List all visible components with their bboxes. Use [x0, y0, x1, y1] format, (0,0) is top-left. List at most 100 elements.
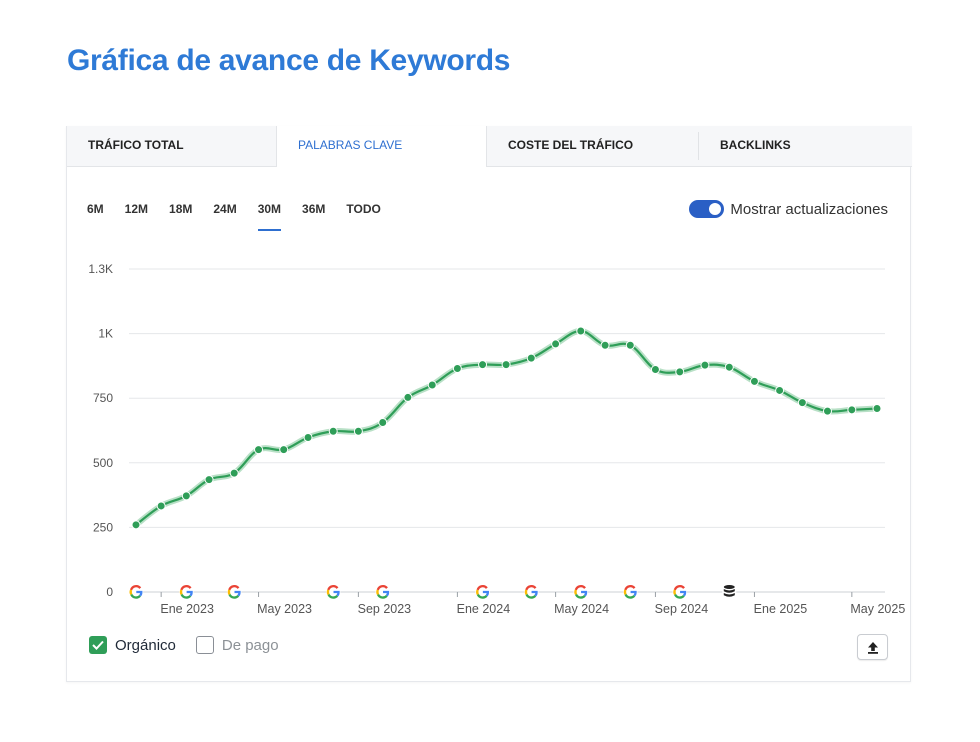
data-point[interactable]: [181, 491, 191, 501]
data-point[interactable]: [749, 376, 759, 386]
checkbox-organico[interactable]: [89, 636, 107, 654]
icon-stroke: [525, 593, 537, 599]
data-point[interactable]: [576, 326, 586, 336]
data-point[interactable]: [403, 392, 413, 402]
range-36m[interactable]: 36M: [302, 202, 326, 216]
data-point[interactable]: [156, 501, 166, 511]
icon-stroke: [180, 585, 192, 591]
data-point[interactable]: [551, 339, 561, 349]
data-point[interactable]: [700, 360, 710, 370]
data-point[interactable]: [501, 360, 511, 370]
legend-label-organico: Orgánico: [115, 636, 176, 654]
google-g-icon[interactable]: [672, 584, 687, 600]
icon-stroke: [673, 585, 685, 591]
range-12m[interactable]: 12M: [124, 202, 149, 216]
google-g-icon[interactable]: [623, 584, 638, 600]
google-g-icon[interactable]: [573, 584, 588, 600]
y-tick-label: 1.3K: [88, 262, 113, 276]
tab-separator: [698, 132, 699, 160]
range-18m[interactable]: 18M: [169, 202, 193, 216]
icon-stroke: [327, 593, 339, 599]
icon-stroke: [525, 585, 537, 591]
data-point[interactable]: [229, 468, 239, 478]
icon-stroke: [476, 585, 488, 591]
tab-label: TRÁFICO TOTAL: [88, 138, 184, 152]
tab-backlinks[interactable]: BACKLINKS: [699, 126, 912, 167]
x-tick-label: Ene 2025: [754, 602, 808, 616]
legend-de-pago[interactable]: De pago: [195, 636, 279, 654]
icon-stroke: [383, 590, 390, 597]
page-title: Gráfica de avance de Keywords: [67, 44, 511, 77]
range-todo[interactable]: TODO: [346, 202, 381, 216]
range-6m[interactable]: 6M: [87, 202, 104, 216]
icon-stroke: [129, 585, 142, 591]
data-point[interactable]: [724, 362, 734, 372]
data-point[interactable]: [353, 426, 363, 436]
icon-stroke: [623, 589, 627, 596]
data-point[interactable]: [378, 417, 388, 427]
icon-stroke: [476, 589, 479, 596]
icon-stroke: [575, 593, 586, 599]
icon-stroke: [581, 590, 588, 597]
x-tick-label: May 2025: [850, 602, 905, 616]
checkbox-de-pago[interactable]: [195, 636, 214, 654]
range-24m[interactable]: 24M: [213, 202, 237, 216]
tab-palabras-clave[interactable]: PALABRAS CLAVE: [276, 126, 487, 167]
data-point[interactable]: [797, 398, 807, 408]
y-tick-label: 500: [93, 456, 113, 470]
chart-card: TRÁFICO TOTAL PALABRAS CLAVE COSTE DEL T…: [66, 126, 912, 682]
icon-shape: [723, 585, 735, 589]
data-point[interactable]: [328, 426, 338, 436]
legend: Orgánico De pago: [89, 636, 299, 654]
icon-stroke: [524, 589, 528, 596]
google-g-icon[interactable]: [227, 584, 242, 600]
icon-stroke: [227, 589, 231, 596]
y-tick-label: 1K: [98, 327, 113, 341]
data-point[interactable]: [452, 363, 462, 373]
icon-stroke: [482, 590, 490, 597]
y-tick-label: 250: [93, 520, 113, 534]
x-tick-label: May 2024: [554, 602, 609, 616]
data-point[interactable]: [204, 475, 214, 485]
google-g-icon[interactable]: [475, 584, 490, 600]
data-point[interactable]: [822, 406, 832, 416]
x-tick-label: Sep 2024: [655, 602, 709, 616]
data-point[interactable]: [254, 445, 264, 455]
google-g-icon[interactable]: [375, 584, 390, 600]
x-tick-label: Ene 2023: [160, 602, 214, 616]
data-point[interactable]: [675, 367, 685, 377]
icon-stroke: [228, 585, 240, 591]
icon-stroke: [574, 589, 578, 596]
google-g-icon[interactable]: [524, 584, 539, 600]
toggle-switch[interactable]: [689, 200, 725, 218]
icon-stroke: [574, 585, 586, 591]
data-point[interactable]: [847, 405, 857, 415]
google-g-icon[interactable]: [128, 584, 144, 600]
data-point[interactable]: [600, 340, 610, 350]
tab-coste-del-trafico[interactable]: COSTE DEL TRÁFICO: [487, 126, 699, 167]
google-g-icon[interactable]: [326, 584, 341, 600]
data-point[interactable]: [625, 340, 635, 350]
data-point[interactable]: [650, 365, 660, 375]
series-line-organico: [135, 329, 878, 526]
updates-toggle[interactable]: Mostrar actualizaciones: [689, 200, 888, 218]
icon-stroke: [376, 593, 388, 599]
toggle-knob: [709, 203, 722, 215]
range-selector: 6M 12M 18M 24M 30M 36M TODO: [87, 202, 381, 231]
tab-trafico-total[interactable]: TRÁFICO TOTAL: [67, 126, 276, 167]
database-icon[interactable]: [722, 584, 737, 598]
data-point[interactable]: [427, 380, 437, 390]
data-point[interactable]: [131, 520, 141, 530]
range-30m[interactable]: 30M: [257, 202, 282, 231]
data-point[interactable]: [279, 445, 289, 455]
legend-organico[interactable]: Orgánico: [89, 636, 176, 654]
icon-stroke: [186, 590, 193, 597]
data-point[interactable]: [303, 432, 313, 442]
data-point[interactable]: [775, 385, 785, 395]
export-button[interactable]: [857, 634, 888, 660]
google-g-icon[interactable]: [179, 584, 194, 600]
data-point[interactable]: [872, 404, 882, 414]
data-point[interactable]: [478, 360, 488, 370]
icon-stroke: [333, 590, 340, 597]
data-point[interactable]: [526, 353, 536, 363]
